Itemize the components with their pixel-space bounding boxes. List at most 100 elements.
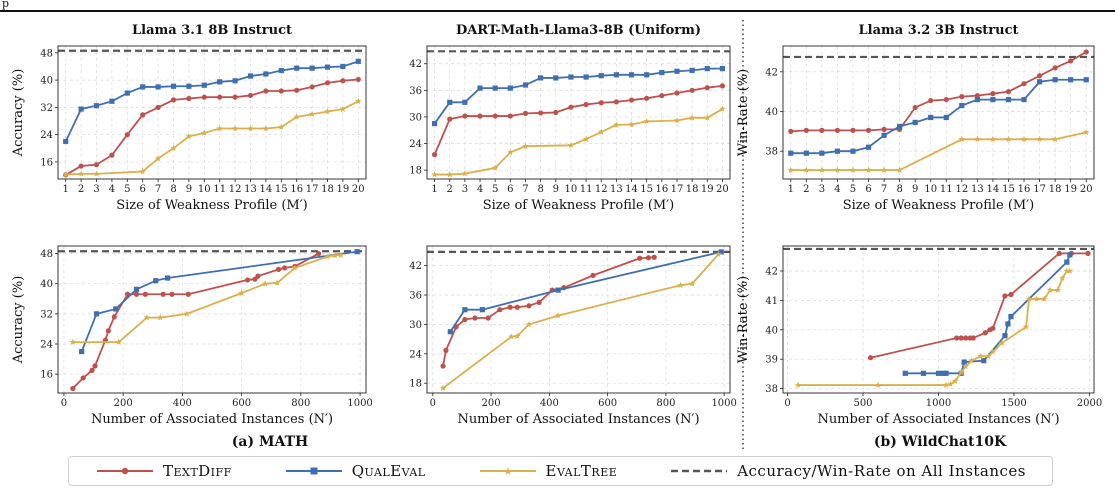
y-tick-label: 42 bbox=[409, 261, 422, 272]
y-tick-label: 18 bbox=[409, 379, 422, 390]
point-qualeval bbox=[555, 287, 561, 293]
point-textdiff bbox=[651, 254, 657, 260]
point-qualeval bbox=[928, 114, 934, 121]
point-textdiff bbox=[492, 113, 498, 119]
point-textdiff bbox=[89, 367, 95, 373]
point-qualeval bbox=[644, 72, 650, 78]
point-textdiff bbox=[232, 94, 238, 100]
point-textdiff bbox=[803, 127, 809, 133]
series-line-evaltree bbox=[72, 254, 341, 344]
point-qualeval bbox=[93, 311, 100, 317]
point-textdiff bbox=[92, 363, 98, 369]
x-tick-label: 20 bbox=[1080, 184, 1093, 195]
x-tick-label: 19 bbox=[1064, 184, 1077, 195]
point-qualeval bbox=[1005, 96, 1012, 103]
point-textdiff bbox=[1008, 291, 1014, 298]
point-evaltree bbox=[958, 135, 966, 143]
point-textdiff bbox=[278, 88, 284, 94]
x-tick-label: 16 bbox=[1018, 184, 1031, 195]
point-textdiff bbox=[583, 101, 589, 108]
point-textdiff bbox=[78, 163, 84, 169]
point-evaltree bbox=[704, 114, 711, 121]
point-textdiff bbox=[819, 127, 825, 133]
panel-llama32-instances: 38 39 40 41 42 0 500 1000 1500 2000 Number of Asso… bbox=[736, 245, 1102, 427]
x-tick-label: 19 bbox=[337, 184, 350, 195]
point-evaltree bbox=[1046, 286, 1054, 293]
point-evaltree bbox=[613, 121, 620, 128]
x-tick-label: 20 bbox=[352, 184, 365, 195]
x-axis-label: Number of Associated Instances (N′) bbox=[91, 412, 333, 427]
x-tick-label: 800 bbox=[291, 398, 310, 409]
x-tick-label: 7 bbox=[522, 184, 528, 195]
x-tick-label: 12 bbox=[229, 184, 242, 195]
point-evaltree bbox=[238, 289, 245, 296]
reference-dashed-icon bbox=[671, 469, 728, 473]
point-textdiff bbox=[201, 94, 207, 100]
point-evaltree bbox=[673, 117, 681, 124]
point-textdiff bbox=[943, 96, 949, 103]
point-evaltree bbox=[278, 123, 285, 130]
plot-frame bbox=[782, 45, 1095, 180]
y-tick-label: 42 bbox=[765, 67, 778, 78]
point-qualeval bbox=[940, 370, 946, 376]
x-tick-label: 15 bbox=[1002, 184, 1015, 195]
point-evaltree bbox=[951, 377, 959, 384]
chart-title: DART-Math-Llama3-8B (Uniform) bbox=[456, 23, 701, 38]
point-qualeval bbox=[553, 75, 559, 81]
x-tick-label: 15 bbox=[275, 184, 288, 195]
x-axis-label: Number of Associated Instances (N′) bbox=[817, 412, 1059, 427]
y-tick-label: 24 bbox=[409, 139, 422, 150]
legend-label-textdiff: TextDiff bbox=[162, 462, 232, 480]
point-qualeval bbox=[462, 99, 468, 105]
point-textdiff bbox=[637, 255, 643, 261]
point-evaltree bbox=[1036, 135, 1043, 143]
legend-item-textdiff: TextDiff bbox=[95, 462, 232, 480]
point-qualeval bbox=[538, 75, 544, 81]
point-qualeval bbox=[912, 119, 918, 126]
point-evaltree bbox=[262, 280, 269, 287]
point-evaltree bbox=[355, 97, 362, 104]
x-tick-label: 1500 bbox=[1001, 398, 1026, 409]
y-tick-label: 39 bbox=[765, 355, 778, 366]
series-line-textdiff bbox=[65, 78, 359, 176]
point-textdiff bbox=[140, 112, 146, 118]
point-textdiff bbox=[834, 127, 841, 133]
series-line-evaltree bbox=[65, 100, 359, 176]
point-textdiff bbox=[462, 316, 468, 323]
point-evaltree bbox=[216, 125, 223, 132]
x-tick-label: 400 bbox=[173, 398, 192, 409]
point-textdiff bbox=[431, 152, 438, 158]
x-tick-label: 12 bbox=[955, 184, 968, 195]
legend-item-evaltree: ★ EvalTree bbox=[478, 462, 618, 480]
x-tick-label: 0 bbox=[430, 398, 436, 409]
point-evaltree bbox=[554, 312, 562, 319]
x-tick-label: 3 bbox=[462, 184, 468, 195]
y-tick-label: 48 bbox=[40, 249, 53, 260]
x-tick-label: 5 bbox=[492, 184, 498, 195]
point-textdiff bbox=[1052, 65, 1058, 71]
point-qualeval bbox=[943, 114, 949, 121]
point-evaltree bbox=[185, 132, 193, 140]
header-fragment: p bbox=[2, 0, 9, 10]
point-evaltree bbox=[942, 381, 950, 388]
point-evaltree bbox=[461, 170, 469, 177]
point-qualeval bbox=[598, 73, 604, 79]
point-qualeval bbox=[897, 123, 903, 129]
qualeval-line-icon bbox=[285, 467, 342, 475]
point-evaltree bbox=[849, 166, 857, 173]
point-textdiff bbox=[70, 385, 76, 392]
point-textdiff bbox=[281, 265, 288, 271]
point-textdiff bbox=[990, 325, 996, 331]
x-tick-label: 9 bbox=[912, 184, 918, 195]
point-evaltree bbox=[273, 279, 281, 286]
x-tick-label: 18 bbox=[686, 184, 699, 195]
point-qualeval bbox=[1002, 333, 1008, 339]
point-evaltree bbox=[339, 105, 347, 112]
point-evaltree bbox=[985, 352, 992, 359]
point-textdiff bbox=[1083, 49, 1089, 55]
point-evaltree bbox=[522, 142, 529, 149]
legend-item-qualeval: QualEval bbox=[284, 462, 426, 480]
y-tick-label: 41 bbox=[765, 296, 778, 307]
point-textdiff bbox=[185, 291, 191, 297]
point-evaltree bbox=[968, 357, 975, 364]
